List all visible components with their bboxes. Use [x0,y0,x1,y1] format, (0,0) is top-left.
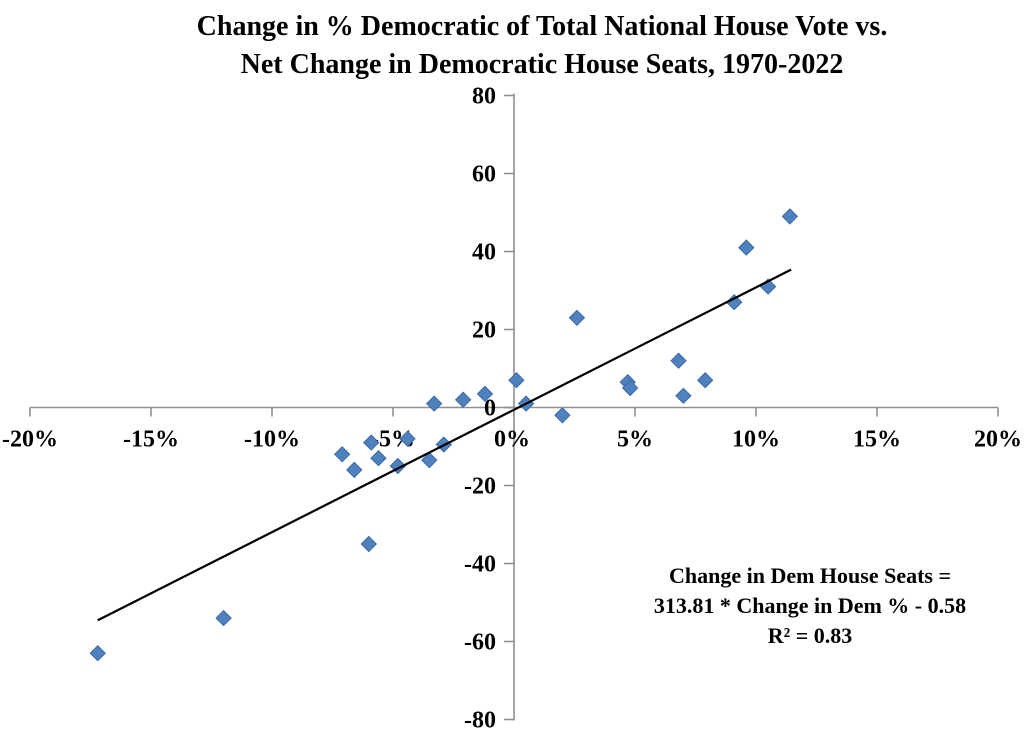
chart-title-line-2: Net Change in Democratic House Seats, 19… [240,49,844,80]
trendline [97,268,792,622]
scatter-point [675,387,692,405]
scatter-point [508,371,525,389]
y-tick-label: 80 [472,84,496,110]
scatter-point [89,644,106,662]
y-tick-label: 20 [472,318,496,344]
regression-annotation-line-3: R² = 0.83 [767,623,853,648]
scatter-point [476,385,494,403]
scatter-point [399,430,416,447]
scatter-point [363,434,380,451]
scatter-point [554,407,571,424]
y-tick-label: -40 [464,552,496,578]
chart-title-line-1: Change in % Democratic of Total National… [196,11,888,42]
x-tick-label: 15% [853,427,901,453]
scatter-point [454,391,472,408]
scatter-point [670,352,687,369]
chart-title: Change in % Democratic of Total National… [60,8,1024,84]
y-tick-label: -60 [464,630,496,656]
x-tick-label: -10% [244,427,300,453]
scatter-point [696,371,714,389]
y-tick-label: 40 [472,240,496,266]
regression-annotation-line-2: 313.81 * Change in Dem % - 0.58 [653,593,967,618]
y-tick-label: -80 [464,708,496,734]
x-tick-label: 5% [617,427,653,453]
regression-annotation-line-1: Change in Dem House Seats = [668,563,952,588]
scatter-point [215,609,232,627]
scatter-point [738,239,755,256]
y-tick-label: -20 [464,474,496,500]
y-tick-label: 0 [484,396,496,422]
scatter-point [333,446,351,463]
x-tick-label: 20% [974,427,1022,453]
scatter-point [346,461,363,479]
scatter-point [425,395,443,412]
regression-annotation: Change in Dem House Seats = 313.81 * Cha… [640,561,980,651]
y-tick-label: 60 [472,162,496,188]
x-tick-label: 0% [494,427,530,453]
x-tick-label: 10% [732,427,780,453]
scatter-point [360,535,378,553]
scatter-point [370,449,387,467]
scatter-point [621,379,639,397]
scatter-point [781,208,799,225]
scatter-point [568,309,586,327]
scatter-point [421,451,438,469]
x-tick-label: -20% [2,427,58,453]
x-tick-label: -15% [123,427,179,453]
